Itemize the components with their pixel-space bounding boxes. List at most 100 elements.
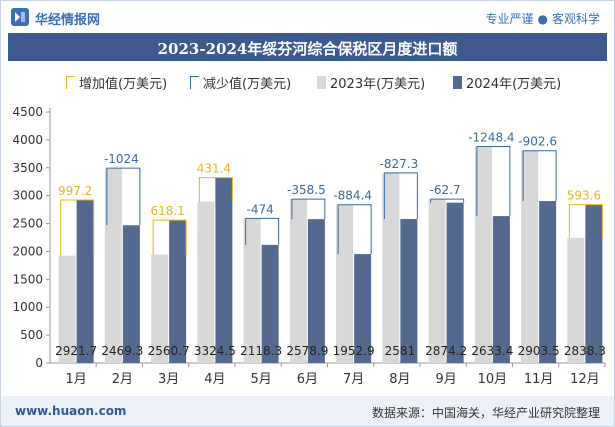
bar-2023 — [382, 172, 400, 363]
top-bar: 华经情报网 专业严谨 ● 客观科学 — [1, 1, 614, 31]
tagline-left: 专业严谨 — [485, 12, 534, 26]
bar-2024 — [354, 254, 372, 363]
legend-2023-label: 2023年(万美元) — [330, 76, 426, 92]
value-label-2024: 2469.3 — [101, 344, 143, 358]
y-tick-label: 2000 — [12, 244, 43, 258]
bar-2024 — [307, 219, 325, 363]
chart-title: 2023-2024年绥芬河综合保税区月度进口额 — [157, 40, 458, 58]
bar-2023 — [151, 254, 169, 363]
increase-label: 431.4 — [197, 162, 231, 176]
legend-decrease: 减少值(万美元) — [190, 72, 291, 92]
value-label-2024: 2633.4 — [471, 344, 513, 358]
decrease-bracket — [337, 204, 372, 255]
bar-2024 — [215, 177, 233, 363]
x-tick-label: 2月 — [112, 372, 133, 387]
decrease-label: -902.6 — [518, 135, 557, 149]
decrease-bracket — [106, 167, 141, 226]
y-tick-label: 4000 — [12, 133, 43, 147]
chart-legend: 增加值(万美元) 减少值(万美元) 2023年(万美元) 2024年(万美元) — [0, 72, 615, 94]
decrease-label: -358.5 — [287, 183, 326, 197]
x-tick-label: 9月 — [435, 372, 456, 387]
footer-url[interactable]: www.huaon.com — [15, 404, 127, 418]
decrease-bracket — [430, 198, 465, 203]
y-tick-label: 500 — [20, 328, 43, 342]
value-label-2024: 2921.7 — [55, 344, 97, 358]
value-label-2024: 3324.5 — [194, 344, 236, 358]
value-label-2024: 2903.5 — [518, 344, 560, 358]
x-tick-label: 1月 — [65, 372, 86, 387]
x-tick-label: 6月 — [297, 372, 318, 387]
series-2023-swatch-icon — [317, 75, 326, 89]
legend-2024-label: 2024年(万美元) — [466, 76, 562, 92]
bar-2023 — [474, 146, 492, 363]
x-tick-label: 5月 — [250, 372, 271, 387]
bar-2024 — [400, 219, 418, 363]
separator-dot-icon: ● — [537, 12, 548, 26]
increase-label: 618.1 — [150, 204, 184, 218]
x-tick-label: 3月 — [158, 372, 179, 387]
legend-2023: 2023年(万美元) — [317, 72, 425, 92]
bar-2024 — [76, 200, 94, 363]
title-bar: 2023-2024年绥芬河综合保税区月度进口额 — [8, 33, 607, 61]
legend-increase-label: 增加值(万美元) — [79, 76, 168, 92]
x-tick-label: 8月 — [389, 372, 410, 387]
x-tick-label: 11月 — [524, 372, 554, 387]
bar-2024 — [492, 216, 510, 363]
bar-2024 — [539, 201, 557, 363]
y-tick-label: 1500 — [12, 272, 43, 286]
value-label-2024: 2118.3 — [240, 344, 282, 358]
increase-bracket — [198, 177, 233, 202]
y-tick-label: 4500 — [12, 105, 43, 119]
tagline: 专业严谨 ● 客观科学 — [485, 10, 600, 27]
value-label-2024: 2874.2 — [425, 344, 467, 358]
y-tick-label: 2500 — [12, 217, 43, 231]
decrease-bracket — [245, 217, 280, 245]
increase-swatch-icon — [66, 75, 75, 89]
value-label-2024: 2578.9 — [286, 344, 328, 358]
decrease-label: -1024 — [104, 152, 139, 166]
value-label-2024: 1952.9 — [333, 344, 375, 358]
footer-bar: www.huaon.com 数据来源：中国海关，华经产业研究院整理 — [1, 396, 614, 426]
decrease-bracket — [383, 172, 418, 220]
decrease-label: -62.7 — [430, 183, 461, 197]
decrease-bracket — [476, 145, 511, 217]
bar-2024 — [169, 220, 187, 363]
bar-2023 — [104, 168, 122, 363]
increase-bracket — [60, 199, 95, 256]
y-tick-label: 3500 — [12, 161, 43, 175]
x-tick-label: 10月 — [478, 372, 508, 387]
x-tick-label: 12月 — [570, 372, 600, 387]
value-label-2024: 2581 — [385, 344, 416, 358]
y-tick-label: 1000 — [12, 300, 43, 314]
bar-2023 — [243, 218, 261, 363]
increase-label: 997.2 — [58, 184, 92, 198]
increase-bracket — [568, 204, 603, 238]
decrease-label: -1248.4 — [468, 130, 514, 144]
decrease-label: -474 — [247, 202, 274, 216]
value-label-2024: 2838.3 — [564, 344, 606, 358]
bar-2024 — [261, 244, 279, 363]
increase-bracket — [152, 219, 187, 255]
huajing-logo-icon — [11, 8, 29, 26]
y-tick-label: 3000 — [12, 189, 43, 203]
y-tick-label: 0 — [35, 356, 43, 370]
bar-2023 — [567, 237, 585, 363]
value-label-2024: 2560.7 — [148, 344, 190, 358]
footer-source: 数据来源：中国海关，华经产业研究院整理 — [371, 406, 600, 420]
decrease-bracket — [522, 150, 557, 202]
bar-2024 — [446, 202, 464, 363]
decrease-label: -827.3 — [380, 157, 419, 171]
tagline-right: 客观科学 — [551, 12, 600, 26]
decrease-swatch-icon — [190, 75, 199, 89]
bar-2024 — [122, 225, 140, 363]
brand-name: 华经情报网 — [35, 13, 101, 28]
series-2024-swatch-icon — [453, 75, 462, 89]
x-tick-label: 7月 — [343, 372, 364, 387]
decrease-label: -884.4 — [333, 189, 372, 203]
bar-2023 — [58, 255, 76, 363]
legend-2024: 2024年(万美元) — [453, 72, 561, 92]
bar-2023 — [336, 204, 354, 363]
x-tick-label: 4月 — [204, 372, 225, 387]
